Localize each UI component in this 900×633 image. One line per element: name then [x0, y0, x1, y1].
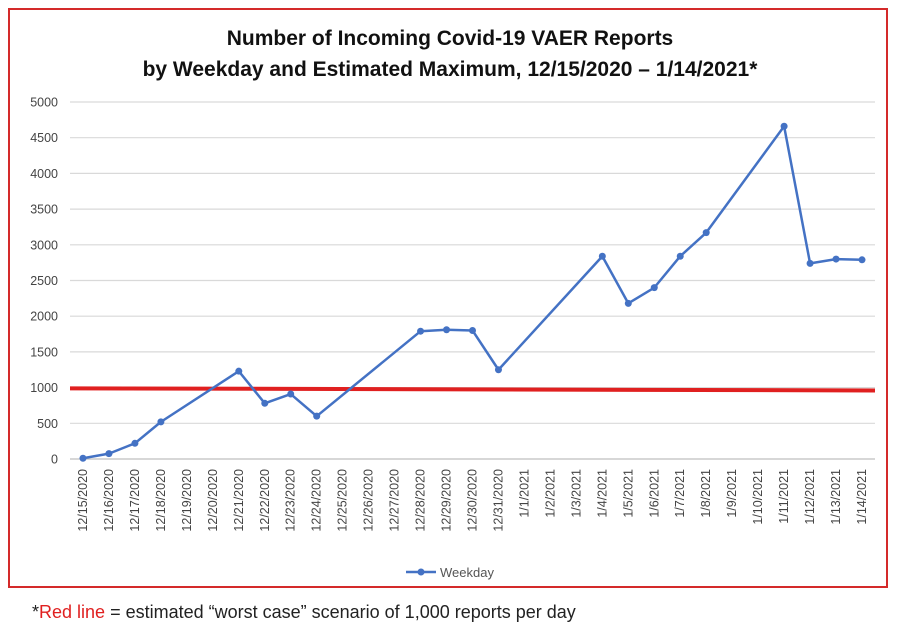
data-point [832, 255, 840, 263]
x-tick-label: 1/8/2021 [699, 469, 713, 518]
data-point [780, 122, 788, 130]
chart-title-line-2: by Weekday and Estimated Maximum, 12/15/… [143, 58, 759, 81]
x-tick-label: 1/3/2021 [569, 469, 583, 518]
x-tick-label: 12/22/2020 [258, 469, 272, 532]
data-point [157, 418, 165, 426]
data-point [676, 252, 684, 260]
gridlines [70, 101, 875, 460]
x-tick-label: 12/23/2020 [284, 469, 298, 532]
x-tick-label: 1/12/2021 [803, 469, 817, 525]
x-tick-label: 1/1/2021 [517, 469, 531, 518]
data-point [624, 299, 632, 307]
reference-line-group [69, 386, 876, 393]
legend-label-weekday: Weekday [440, 565, 494, 580]
data-point [131, 439, 139, 447]
x-tick-label: 1/2/2021 [543, 469, 557, 518]
y-tick-label: 500 [37, 417, 58, 431]
x-tick-label: 1/4/2021 [595, 469, 609, 518]
data-point [287, 390, 295, 398]
footnote: *Red line = estimated “worst case” scena… [32, 602, 576, 623]
chart-frame [8, 8, 888, 588]
data-point [598, 252, 606, 260]
y-tick-label: 2000 [30, 310, 58, 324]
x-tick-label: 12/17/2020 [128, 469, 142, 532]
x-tick-label: 12/15/2020 [76, 469, 90, 532]
x-tick-label: 1/9/2021 [725, 469, 739, 518]
y-tick-label: 3000 [30, 238, 58, 252]
data-point [235, 367, 243, 375]
y-tick-label: 0 [51, 453, 58, 467]
legend: Weekday [406, 565, 494, 580]
x-tick-label: 1/13/2021 [829, 469, 843, 525]
x-tick-label: 12/21/2020 [232, 469, 246, 532]
data-point [702, 229, 710, 237]
x-tick-label: 12/16/2020 [102, 469, 116, 532]
data-point [806, 259, 814, 267]
y-tick-label: 1500 [30, 345, 58, 359]
y-tick-label: 4000 [30, 167, 58, 181]
legend-dot-marker [417, 568, 425, 576]
x-tick-label: 12/25/2020 [336, 469, 350, 532]
x-tick-label: 12/26/2020 [362, 469, 376, 532]
data-point [858, 256, 866, 264]
x-tick-label: 12/24/2020 [310, 469, 324, 532]
data-point [494, 366, 502, 374]
data-point [313, 412, 321, 420]
data-point [443, 326, 451, 334]
x-tick-label: 1/7/2021 [673, 469, 687, 518]
series-weekday [79, 122, 866, 462]
x-tick-label: 1/14/2021 [855, 469, 869, 525]
y-tick-label: 4500 [30, 131, 58, 145]
y-tick-label: 5000 [30, 96, 58, 110]
data-point [79, 454, 87, 462]
data-point [650, 284, 658, 292]
series-line [82, 125, 863, 460]
data-point [261, 399, 269, 407]
reference-line [69, 386, 876, 393]
x-tick-label: 12/31/2020 [491, 469, 505, 532]
x-tick-label: 1/11/2021 [777, 469, 791, 524]
chart-title-line-1: Number of Incoming Covid-19 VAER Reports [227, 27, 674, 50]
x-tick-label: 1/10/2021 [751, 469, 765, 525]
x-tick-label: 12/18/2020 [154, 469, 168, 532]
x-tick-label: 1/6/2021 [647, 469, 661, 518]
footnote-text: = estimated “worst case” scenario of 1,0… [105, 602, 576, 622]
data-point [469, 326, 476, 334]
y-tick-label: 1000 [30, 381, 58, 395]
y-axis-ticks: 0 500 1000 1500 2000 2500 3000 3500 4000 4500 5000 [30, 96, 58, 467]
data-point [417, 327, 425, 335]
data-point [105, 450, 113, 458]
x-tick-label: 12/20/2020 [206, 469, 220, 532]
x-tick-label: 12/29/2020 [440, 469, 454, 532]
x-tick-label: 12/27/2020 [388, 469, 402, 532]
footnote-star: * [32, 602, 40, 622]
chart: Number of Incoming Covid-19 VAER Reports… [30, 27, 876, 580]
x-axis-ticks: 12/15/2020 12/16/2020 12/17/2020 12/18/2020… [76, 469, 869, 532]
y-tick-label: 3500 [30, 203, 58, 217]
y-tick-label: 2500 [30, 274, 58, 288]
x-tick-label: 12/19/2020 [180, 469, 194, 532]
footnote-red-line-label: Red line [39, 602, 106, 622]
x-tick-label: 1/5/2021 [621, 469, 635, 518]
x-tick-label: 12/28/2020 [414, 469, 428, 532]
x-tick-label: 12/30/2020 [466, 469, 480, 532]
